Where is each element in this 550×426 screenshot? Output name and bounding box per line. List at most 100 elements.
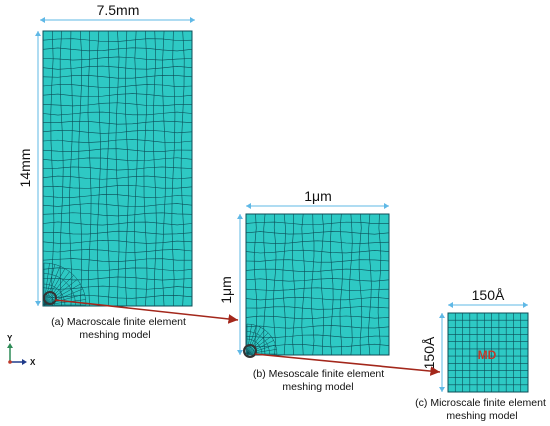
y-axis-arrowhead — [7, 343, 13, 348]
macroscale-mesh-vertical-line — [78, 30, 83, 307]
macroscale-mesh-horizontal-line — [42, 230, 193, 235]
mesoscale-fan-arc-line — [246, 338, 263, 355]
macroscale-mesh-vertical-line — [171, 30, 176, 307]
mesoscale-mesh-vertical-line — [339, 213, 344, 356]
mesoscale-caption: (b) Mesoscale finite element meshing mod… — [253, 368, 387, 393]
mesoscale-mesh-fill — [246, 214, 389, 355]
macroscale-fan-arc-line — [43, 283, 66, 306]
macroscale-mesh-horizontal-line — [42, 221, 193, 226]
macroscale-fan-arc-line — [43, 262, 87, 306]
mesoscale-width-label: 1μm — [304, 188, 332, 204]
mesoscale-circle-marker-icon — [243, 344, 257, 358]
macroscale-mesh-horizontal-line — [42, 93, 193, 98]
mesoscale-mesh-vertical-line — [349, 213, 353, 356]
macroscale-mesh-horizontal-line — [42, 38, 193, 42]
mesoscale-mesh-horizontal-line — [245, 278, 390, 282]
macroscale-mesh-horizontal-line — [42, 276, 193, 281]
microscale-height-label: 150Å — [421, 336, 437, 369]
macroscale-mesh-fill — [43, 31, 192, 306]
macroscale-mesh-horizontal-line — [42, 56, 193, 61]
macroscale-mesh-vertical-line — [162, 30, 166, 307]
macroscale-mesh-vertical-line — [87, 30, 92, 307]
macroscale-caption: (a) Macroscale finite element meshing mo… — [51, 316, 189, 341]
macroscale-mesh-horizontal-line — [42, 203, 193, 208]
macroscale-height-label: 14mm — [17, 149, 33, 188]
macroscale-mesh-horizontal-line — [42, 139, 193, 143]
macroscale-mesh-horizontal-line — [42, 249, 193, 253]
microscale-mesh-grid — [447, 312, 528, 392]
macroscale-mesh-horizontal-line — [42, 120, 193, 125]
mesoscale-mesh-vertical-line — [282, 213, 286, 356]
mesoscale-mesh-horizontal-line — [245, 287, 390, 291]
mesoscale-mesh-horizontal-line — [245, 249, 390, 254]
mesoscale-mesh-vertical-line — [358, 213, 363, 356]
macroscale-mesh-border — [42, 30, 193, 307]
mesoscale-height-label: 1μm — [218, 276, 234, 304]
md-region-label: MD — [478, 348, 497, 362]
mesoscale-mesh-vertical-line — [368, 213, 372, 356]
mesoscale-mesh-vertical-line — [263, 213, 267, 356]
macroscale-width-label: 7.5mm — [97, 2, 140, 18]
macro-to-meso-connector-arrow-icon — [54, 299, 239, 324]
macroscale-mesh-horizontal-line — [42, 129, 193, 134]
macroscale-caption-line-1: (a) Macroscale finite element — [51, 316, 186, 328]
macroscale-mesh-horizontal-line — [42, 84, 193, 88]
macroscale-mesh-horizontal-line — [42, 166, 193, 171]
macroscale-mesh-horizontal-line — [42, 111, 193, 116]
coordinate-axes-icon: Y X — [7, 334, 36, 367]
macroscale-caption-line-2: meshing model — [79, 329, 150, 341]
mesoscale-mesh-horizontal-line — [245, 259, 390, 263]
macroscale-mesh-horizontal-line — [42, 285, 193, 290]
macroscale-mesh-horizontal-line — [42, 148, 193, 153]
macroscale-mesh-vertical-line — [115, 30, 120, 307]
macroscale-mesh-vertical-line — [124, 30, 129, 307]
axes-origin-dot — [8, 360, 12, 364]
macroscale-mesh-horizontal-line — [42, 102, 193, 107]
macroscale-mesh-horizontal-line — [42, 175, 193, 180]
mesoscale-mesh-horizontal-line — [245, 240, 390, 244]
mesoscale-mesh-horizontal-line — [245, 306, 390, 310]
mesoscale-mesh-horizontal-line — [245, 297, 390, 301]
mesoscale-mesh-vertical-line — [301, 213, 305, 356]
microscale-mesh-border — [447, 312, 529, 393]
mesoscale-fan-arc-line — [246, 331, 270, 355]
microscale-caption-line-2: meshing model — [446, 410, 517, 422]
macroscale-mesh-horizontal-line — [42, 194, 193, 198]
mesoscale-mesh-horizontal-line — [245, 315, 390, 320]
mesoscale-mesh-vertical-line — [253, 213, 258, 356]
macroscale-panel: 7.5mm 14mm (a) Macroscale finite element… — [17, 2, 195, 341]
x-axis-arrowhead — [22, 359, 27, 365]
mesoscale-refinement-fan — [246, 323, 278, 355]
x-axis-label: X — [30, 358, 36, 367]
macroscale-mesh-horizontal-line — [42, 47, 193, 52]
mesoscale-mesh-horizontal-line — [245, 231, 390, 235]
macroscale-mesh-horizontal-line — [42, 239, 193, 244]
macroscale-mesh-vertical-line — [106, 30, 110, 307]
macroscale-mesh-horizontal-line — [42, 294, 193, 299]
macroscale-circle-marker-icon — [43, 291, 57, 305]
mesoscale-fan-arc-line — [246, 323, 278, 355]
macroscale-mesh-horizontal-line — [42, 75, 193, 79]
mesoscale-mesh-vertical-line — [377, 213, 382, 356]
mesoscale-mesh-border — [245, 213, 390, 356]
macroscale-mesh-horizontal-line — [42, 185, 193, 189]
microscale-panel: MD 150Å 150Å (c) Microscale finite eleme… — [415, 287, 546, 422]
mesoscale-mesh-vertical-line — [291, 213, 296, 356]
macroscale-fan-arc-line — [43, 273, 76, 306]
mesoscale-panel: 1μm 1μm (b) Mesoscale finite element mes… — [218, 188, 390, 393]
mesoscale-caption-line-1: (b) Mesoscale finite element — [253, 368, 384, 380]
macroscale-mesh-vertical-line — [69, 30, 73, 307]
mesoscale-mesh-vertical-line — [320, 213, 324, 356]
mesoscale-mesh-horizontal-line — [245, 325, 390, 329]
mesoscale-mesh-horizontal-line — [245, 343, 390, 348]
mesoscale-mesh-vertical-line — [330, 213, 334, 356]
mesoscale-mesh-horizontal-line — [245, 221, 390, 225]
y-axis-label: Y — [7, 334, 13, 343]
mesoscale-mesh-vertical-line — [311, 213, 315, 356]
macroscale-mesh-vertical-line — [152, 30, 157, 307]
macroscale-mesh-horizontal-line — [42, 157, 193, 162]
macroscale-mesh-horizontal-line — [42, 258, 193, 262]
microscale-caption-line-1: (c) Microscale finite element — [415, 397, 546, 409]
